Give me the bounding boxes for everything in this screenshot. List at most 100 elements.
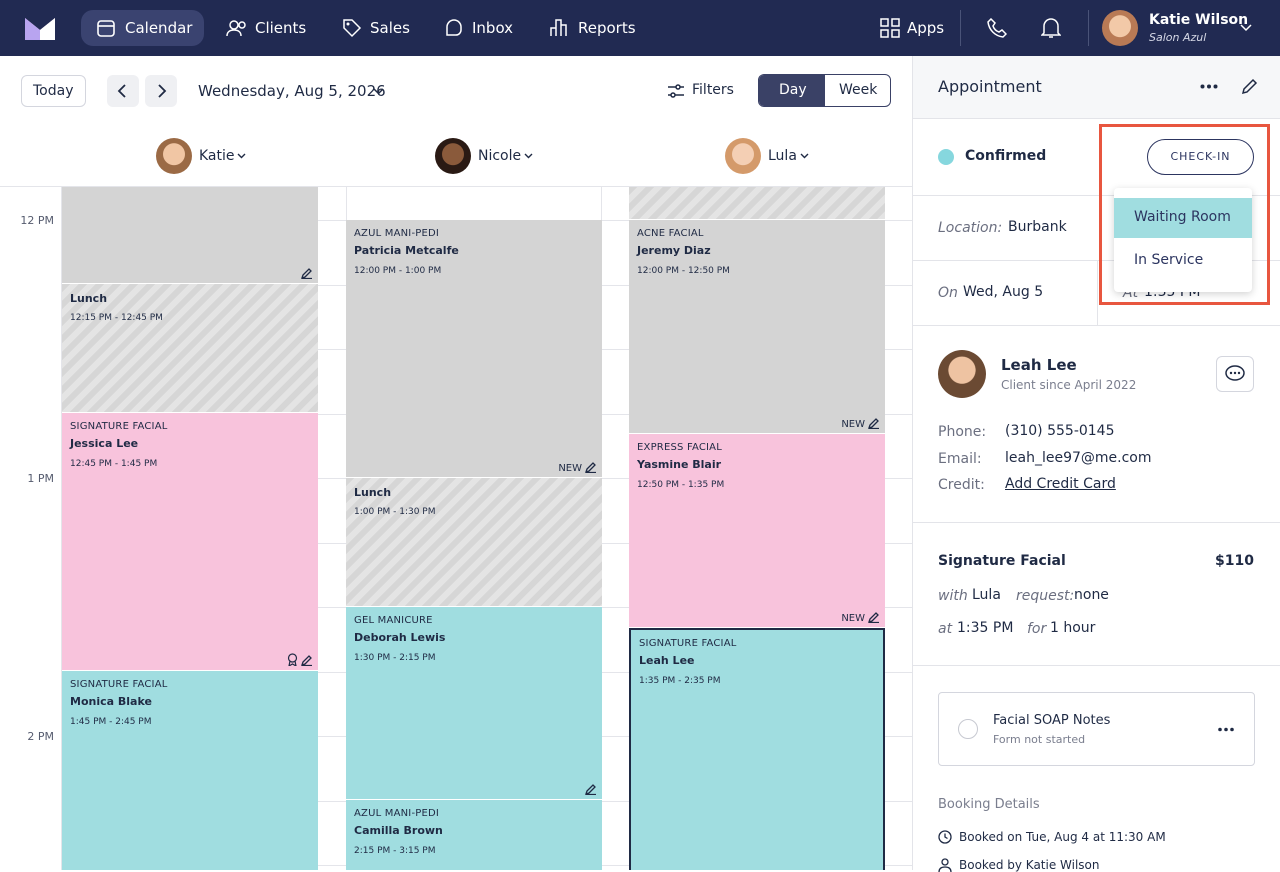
message-button[interactable]	[1216, 356, 1254, 392]
person-icon	[938, 858, 952, 872]
form-check[interactable]	[958, 719, 978, 739]
time-range: 1:45 PM - 2:45 PM	[70, 717, 152, 727]
client-name: Monica Blake	[70, 695, 152, 708]
chevron[interactable]	[1240, 24, 1252, 32]
for-label: for	[1027, 621, 1047, 637]
reports-icon	[550, 19, 567, 36]
client-name: Yasmine Blair	[637, 458, 722, 471]
menu-option[interactable]: Waiting Room	[1134, 209, 1231, 225]
panel-title: Appointment	[938, 77, 1042, 96]
appointment-block[interactable]: ACNE FACIAL Jeremy Diaz 12:00 PM - 12:50 P…	[629, 220, 885, 433]
time-range: 1:35 PM - 2:35 PM	[639, 676, 721, 686]
divider	[912, 325, 1280, 326]
calendar-icon	[97, 20, 115, 37]
time-range: 12:00 PM - 12:50 PM	[637, 266, 730, 276]
nav-item[interactable]: Inbox	[472, 19, 514, 37]
form-card[interactable]	[938, 692, 1255, 766]
staff-name[interactable]: Katie	[199, 148, 235, 164]
clients-icon	[226, 20, 246, 37]
check-in-label: CHECK-IN	[1170, 150, 1231, 163]
more-button[interactable]	[1200, 84, 1218, 89]
appointment-block[interactable]: Lunch 12:15 PM - 12:45 PM	[62, 284, 318, 412]
block-title: Lunch	[70, 292, 108, 305]
divider	[912, 118, 1280, 119]
time-label: 1 PM	[27, 472, 54, 485]
today-label: Today	[33, 83, 74, 99]
staff-avatar	[156, 138, 192, 174]
new-badge: NEW	[841, 419, 865, 430]
divider	[960, 10, 961, 46]
field-value: (310) 555-0145	[1005, 423, 1115, 439]
phone-icon[interactable]	[987, 18, 1007, 38]
client-name: Jessica Lee	[70, 437, 139, 450]
edit-icon[interactable]	[301, 654, 313, 666]
with-value: Lula	[972, 587, 1001, 603]
time-range: 1:30 PM - 2:15 PM	[354, 653, 436, 663]
blocked-time	[629, 187, 885, 219]
user-avatar[interactable]	[1102, 10, 1138, 46]
appointment-block[interactable]: Lunch 1:00 PM - 1:30 PM	[346, 478, 602, 606]
nav-item[interactable]: Calendar	[125, 19, 193, 37]
booked-by: Booked by Katie Wilson	[959, 858, 1100, 872]
appointment-block[interactable]: SIGNATURE FACIAL Monica Blake 1:45 PM - 2:…	[62, 671, 318, 870]
nav-item[interactable]: Clients	[255, 19, 307, 37]
booked-on: Booked on Tue, Aug 4 at 11:30 AM	[959, 830, 1166, 844]
appointment-block[interactable]: SIGNATURE FACIAL Jessica Lee 12:45 PM - 1:…	[62, 413, 318, 670]
nav-item[interactable]: Apps	[907, 19, 945, 37]
logo[interactable]	[25, 16, 55, 40]
form-status: Form not started	[993, 733, 1086, 746]
nav-item[interactable]: Sales	[370, 19, 410, 37]
today-button[interactable]	[21, 75, 86, 107]
menu-option[interactable]: In Service	[1134, 252, 1204, 268]
divider	[912, 260, 1280, 261]
bell-icon[interactable]	[1041, 17, 1061, 39]
for-value: 1 hour	[1050, 620, 1096, 636]
prev-button[interactable]	[107, 75, 139, 107]
status: Confirmed	[965, 148, 1047, 164]
time-label: 2 PM	[27, 730, 54, 743]
edit-icon[interactable]	[868, 611, 880, 623]
client-name[interactable]: Leah Lee	[1001, 356, 1077, 374]
appointment-block[interactable]: GEL MANICURE Deborah Lewis 1:30 PM - 2:15 …	[346, 607, 602, 799]
filters-button[interactable]: Filters	[692, 82, 734, 98]
appointment-block[interactable]: AZUL MANI-PEDI Camilla Brown 2:15 PM - 3:1…	[346, 800, 602, 870]
view-active	[759, 75, 825, 106]
add-credit-card[interactable]: Add Credit Card	[1005, 476, 1116, 492]
view-option[interactable]: Day	[779, 82, 807, 98]
date-picker[interactable]: Wednesday, Aug 5, 2026	[198, 82, 386, 100]
date-value: Wed, Aug 5	[963, 284, 1044, 300]
inbox-icon	[446, 19, 462, 36]
check-in-button[interactable]	[1147, 139, 1254, 175]
service-name: Signature Facial	[938, 553, 1066, 569]
highlight-box	[1099, 124, 1270, 305]
staff-name[interactable]: Nicole	[478, 148, 522, 164]
service-price: $110	[1215, 553, 1254, 569]
apps-icon	[880, 18, 900, 38]
field-label: Email:	[938, 451, 982, 467]
staff-name[interactable]: Lula	[768, 148, 797, 164]
edit-button[interactable]	[1240, 78, 1258, 96]
view-option[interactable]: Week	[839, 82, 878, 98]
time-gutter-line	[61, 187, 62, 870]
service-name: AZUL MANI-PEDI	[354, 228, 440, 239]
edit-icon[interactable]	[301, 267, 313, 279]
at-value: 1:35 PM	[957, 620, 1014, 636]
empty-slot	[346, 187, 602, 220]
appointment-block[interactable]: SIGNATURE FACIAL Leah Lee 1:35 PM - 2:35 P…	[629, 628, 885, 870]
nav-item[interactable]: Reports	[578, 19, 636, 37]
appointment-block	[62, 187, 318, 283]
clock-icon	[938, 830, 952, 844]
edit-icon[interactable]	[868, 417, 880, 429]
appointment-block[interactable]: AZUL MANI-PEDI Patricia Metcalfe 12:00 PM …	[346, 220, 602, 477]
form-more[interactable]	[1218, 727, 1234, 732]
sales-icon	[343, 19, 362, 38]
next-button[interactable]	[145, 75, 177, 107]
request-value: none	[1074, 587, 1109, 603]
client-name: Jeremy Diaz	[637, 244, 711, 257]
edit-icon[interactable]	[585, 783, 597, 795]
user-salon: Salon Azul	[1149, 31, 1207, 44]
staff-avatar	[725, 138, 761, 174]
appointment-block[interactable]: EXPRESS FACIAL Yasmine Blair 12:50 PM - 1:…	[629, 434, 885, 627]
date-label: On	[938, 285, 958, 301]
edit-icon[interactable]	[585, 461, 597, 473]
